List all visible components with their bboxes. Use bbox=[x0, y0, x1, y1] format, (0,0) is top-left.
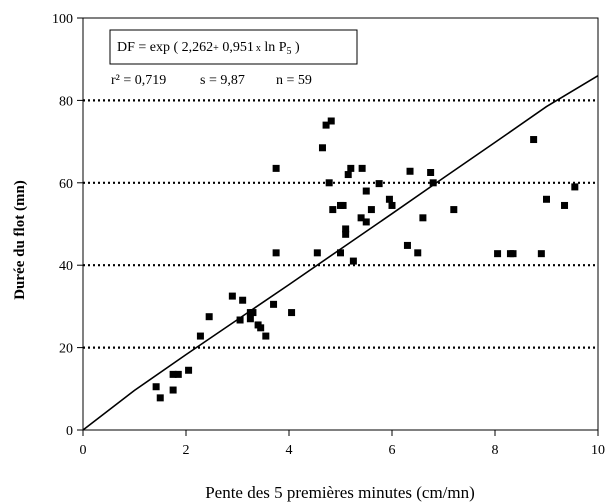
data-point bbox=[450, 206, 458, 214]
data-point bbox=[313, 249, 321, 257]
x-tick-label: 8 bbox=[492, 443, 499, 458]
data-point bbox=[246, 315, 254, 323]
y-axis-label: Durée du flot (mn) bbox=[12, 180, 28, 300]
y-tick-label: 100 bbox=[52, 12, 73, 27]
data-point bbox=[249, 309, 257, 317]
data-point bbox=[561, 201, 569, 209]
x-tick-label: 4 bbox=[286, 443, 293, 458]
data-point bbox=[270, 300, 278, 308]
data-point bbox=[419, 214, 427, 222]
data-point bbox=[257, 324, 265, 332]
annotation-box: DF = exp ( 2,262+ 0,951 x ln P5 ) r² = 0,… bbox=[109, 29, 358, 88]
annotation-eq-prefix: DF = exp ( 2,262 bbox=[117, 40, 213, 55]
data-point bbox=[342, 225, 350, 233]
data-point bbox=[362, 218, 370, 226]
data-point bbox=[156, 394, 164, 402]
data-point bbox=[388, 201, 396, 209]
data-point bbox=[375, 180, 383, 188]
data-point bbox=[406, 167, 414, 175]
data-point bbox=[329, 206, 337, 214]
annotation-eq-times: x bbox=[256, 43, 261, 54]
y-tick-label: 20 bbox=[59, 342, 73, 357]
data-point bbox=[337, 249, 344, 257]
annotation-eq-sub: 5 bbox=[287, 46, 292, 57]
data-point bbox=[571, 183, 579, 191]
data-point bbox=[530, 136, 538, 144]
annotation-eq-suffix: ln P bbox=[261, 40, 287, 55]
data-point bbox=[288, 309, 296, 317]
data-point bbox=[429, 179, 437, 187]
data-point bbox=[169, 370, 177, 378]
axis-ticks: 0 20 40 60 80 100 0 2 4 6 8 10 bbox=[52, 12, 605, 458]
data-point bbox=[325, 179, 333, 187]
annotation-r2: r² = 0,719 bbox=[111, 73, 166, 88]
data-point bbox=[509, 250, 517, 258]
data-point bbox=[327, 117, 335, 125]
data-point bbox=[344, 171, 352, 179]
data-point bbox=[347, 164, 355, 172]
data-point bbox=[272, 164, 280, 172]
fit-curve-group bbox=[82, 75, 599, 431]
data-point bbox=[362, 187, 370, 195]
annotation-eq-coef: 0,951 bbox=[219, 40, 254, 55]
annotation-equation: DF = exp ( 2,262+ 0,951 x ln P5 ) bbox=[117, 40, 300, 57]
data-point bbox=[272, 249, 280, 257]
x-tick-label: 0 bbox=[80, 443, 87, 458]
data-points bbox=[152, 117, 579, 402]
data-point bbox=[239, 296, 247, 304]
data-point bbox=[342, 230, 350, 238]
data-point bbox=[357, 214, 365, 222]
data-point bbox=[414, 249, 422, 257]
y-tick-label: 60 bbox=[59, 177, 73, 192]
data-point bbox=[262, 332, 270, 340]
data-point bbox=[169, 386, 177, 394]
fit-curve bbox=[82, 75, 599, 431]
y-tick-label: 80 bbox=[59, 94, 73, 109]
y-tick-label: 0 bbox=[66, 424, 73, 439]
x-tick-label: 6 bbox=[389, 443, 396, 458]
data-point bbox=[205, 313, 213, 321]
x-axis-label: Pente des 5 premières minutes (cm/mn) bbox=[205, 483, 475, 502]
data-point bbox=[403, 241, 411, 249]
plot-area-frame bbox=[82, 17, 599, 431]
data-point bbox=[228, 292, 236, 300]
data-point bbox=[322, 121, 330, 129]
data-point bbox=[196, 332, 204, 340]
data-point bbox=[385, 195, 393, 203]
annotation-n: n = 59 bbox=[276, 73, 312, 88]
annotation-s: s = 9,87 bbox=[200, 73, 245, 88]
annotation-frame bbox=[109, 29, 358, 65]
data-point bbox=[318, 144, 326, 152]
grid-lines bbox=[83, 99, 598, 349]
data-point bbox=[185, 366, 193, 374]
data-point bbox=[358, 164, 366, 172]
x-tick-label: 10 bbox=[591, 443, 605, 458]
data-point bbox=[537, 250, 545, 258]
data-point bbox=[152, 383, 160, 391]
data-point bbox=[236, 316, 244, 324]
data-point bbox=[174, 370, 182, 378]
data-point bbox=[367, 206, 375, 214]
x-tick-label: 2 bbox=[183, 443, 190, 458]
y-tick-label: 40 bbox=[59, 259, 73, 274]
annotation-eq-plus: + bbox=[213, 43, 219, 54]
data-point bbox=[494, 250, 502, 258]
data-point bbox=[427, 169, 435, 176]
data-point bbox=[349, 257, 357, 265]
annotation-eq-close: ) bbox=[292, 40, 301, 55]
data-point bbox=[543, 195, 550, 203]
data-point bbox=[339, 201, 347, 209]
